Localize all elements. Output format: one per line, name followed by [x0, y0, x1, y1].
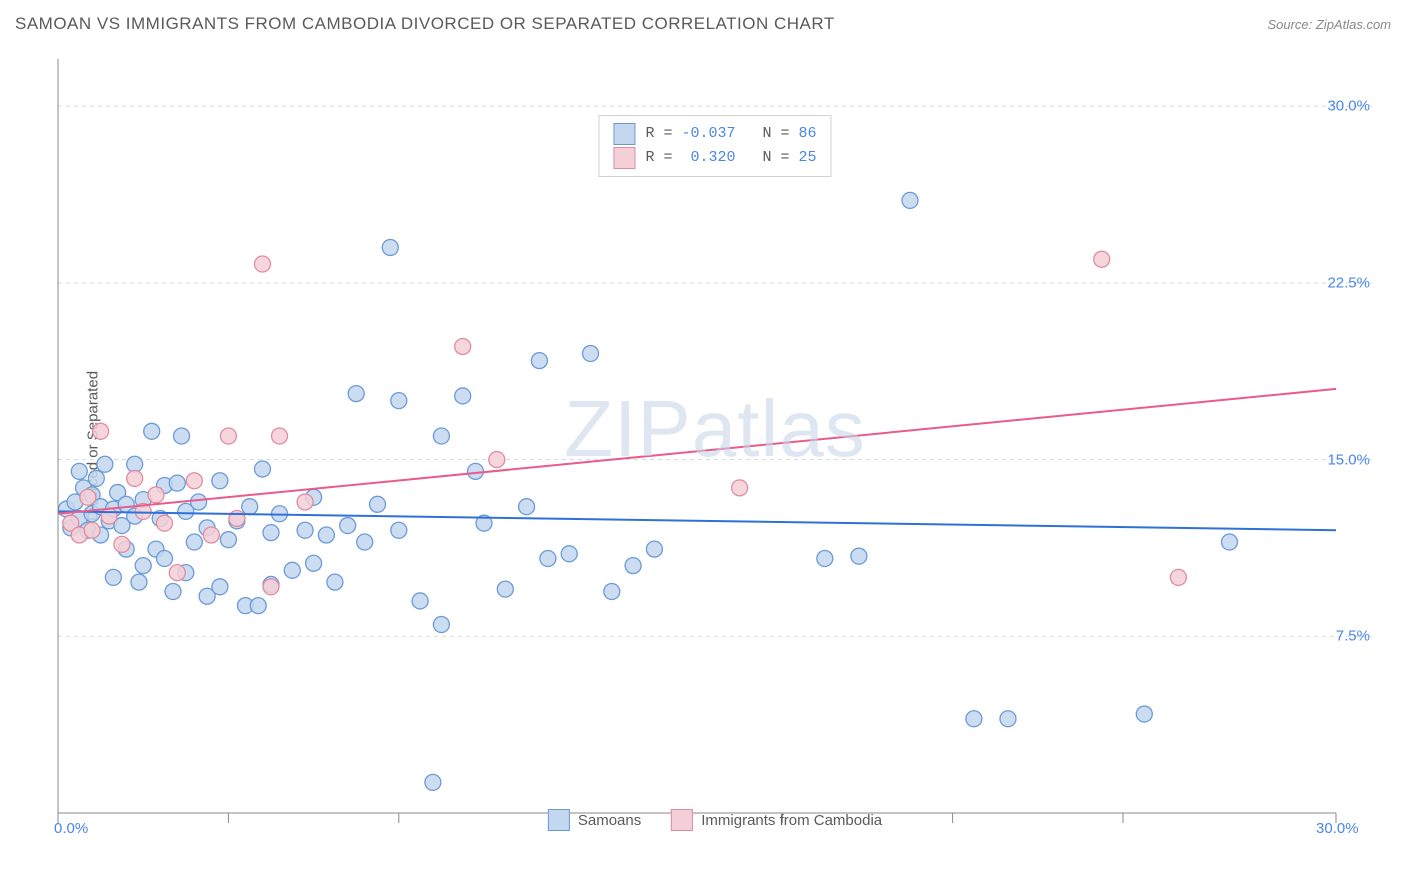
chart-area: ZIPatlas R = -0.037 N = 86R = 0.320 N = …: [52, 55, 1378, 835]
y-tick-label: 7.5%: [1336, 628, 1370, 645]
legend-swatch-icon: [548, 809, 570, 831]
legend-swatch-icon: [613, 147, 635, 169]
legend-swatch-icon: [671, 809, 693, 831]
legend-series-label: Samoans: [578, 812, 641, 829]
source-attribution: Source: ZipAtlas.com: [1267, 17, 1391, 32]
header-bar: SAMOAN VS IMMIGRANTS FROM CAMBODIA DIVOR…: [15, 14, 1391, 34]
x-tick-label-end: 30.0%: [1316, 820, 1359, 837]
legend-series: Samoans Immigrants from Cambodia: [548, 809, 882, 831]
legend-series-label: Immigrants from Cambodia: [701, 812, 882, 829]
x-tick-label-start: 0.0%: [54, 820, 88, 837]
legend-swatch-icon: [613, 123, 635, 145]
legend-stat-row: R = 0.320 N = 25: [613, 146, 816, 170]
y-tick-label: 22.5%: [1327, 274, 1370, 291]
legend-series-item: Immigrants from Cambodia: [671, 809, 882, 831]
legend-stat-text: R = 0.320 N = 25: [645, 146, 816, 170]
legend-stat-row: R = -0.037 N = 86: [613, 122, 816, 146]
page-title: SAMOAN VS IMMIGRANTS FROM CAMBODIA DIVOR…: [15, 14, 835, 34]
legend-stat-text: R = -0.037 N = 86: [645, 122, 816, 146]
y-tick-label: 15.0%: [1327, 451, 1370, 468]
legend-stats-box: R = -0.037 N = 86R = 0.320 N = 25: [598, 115, 831, 177]
y-tick-label: 30.0%: [1327, 98, 1370, 115]
legend-series-item: Samoans: [548, 809, 641, 831]
